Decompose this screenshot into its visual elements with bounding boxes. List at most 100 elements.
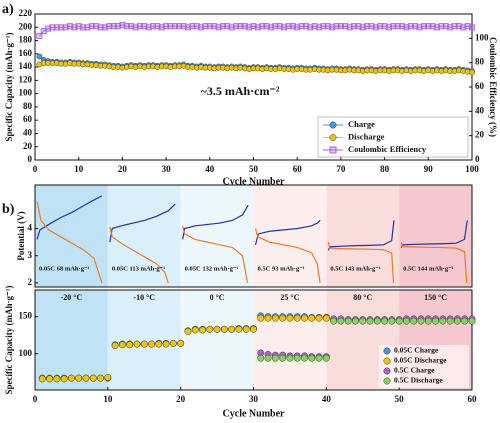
- marker: [211, 23, 218, 30]
- legend-marker: [329, 121, 337, 129]
- marker: [364, 23, 371, 30]
- marker: [285, 23, 292, 30]
- temperature-band: [107, 290, 181, 390]
- y-tick-label: 100: [19, 348, 33, 358]
- marker: [399, 23, 406, 30]
- temperature-label: 25 °C: [280, 293, 299, 302]
- marker: [453, 317, 461, 325]
- marker: [264, 314, 272, 322]
- marker: [425, 23, 432, 30]
- marker: [46, 375, 54, 383]
- marker: [215, 24, 222, 31]
- marker: [351, 23, 358, 30]
- marker: [233, 23, 240, 30]
- marker: [97, 374, 105, 382]
- legend-label: 0.05C Discharge: [394, 356, 447, 365]
- marker: [180, 23, 187, 30]
- temperature-band: [326, 185, 400, 287]
- marker: [315, 354, 323, 362]
- marker: [359, 24, 366, 31]
- marker: [53, 375, 61, 383]
- marker: [89, 374, 97, 382]
- marker: [429, 23, 436, 30]
- marker: [342, 23, 349, 30]
- x-tick-label: 80: [380, 164, 390, 174]
- marker: [162, 340, 170, 348]
- discharge-curve: [400, 241, 468, 283]
- y-axis-title: Potential (V): [16, 211, 26, 260]
- marker: [294, 24, 301, 31]
- marker: [66, 23, 73, 30]
- y2-tick-label: 100: [475, 32, 489, 42]
- marker: [446, 317, 454, 325]
- legend-box: [379, 345, 469, 388]
- marker: [373, 317, 381, 325]
- marker: [237, 23, 244, 30]
- y-tick-label: 120: [19, 74, 33, 84]
- marker: [38, 375, 46, 383]
- x-tick-label: 10: [103, 394, 113, 404]
- legend-marker: [329, 146, 337, 154]
- marker: [71, 24, 78, 31]
- marker: [271, 354, 279, 362]
- y-tick-label: 0: [28, 154, 33, 164]
- y2-tick-label: 0: [475, 154, 480, 164]
- marker: [322, 314, 330, 322]
- marker: [451, 23, 458, 30]
- x-tick-label: 0: [33, 394, 38, 404]
- marker: [126, 341, 134, 349]
- marker: [359, 317, 367, 325]
- marker: [119, 21, 126, 28]
- marker: [84, 24, 91, 31]
- marker: [424, 317, 432, 325]
- temperature-label: -20 °C: [61, 293, 83, 302]
- marker: [372, 24, 379, 31]
- series-line: [39, 24, 473, 37]
- marker: [257, 354, 265, 362]
- marker: [320, 23, 327, 30]
- marker: [412, 23, 419, 30]
- marker: [191, 326, 199, 334]
- x-tick-label: 70: [336, 164, 346, 174]
- x-tick-label: 40: [322, 394, 332, 404]
- marker: [36, 32, 43, 39]
- temperature-band: [35, 185, 108, 287]
- marker: [316, 24, 323, 31]
- legend-label: Charge: [348, 119, 375, 129]
- discharge-curve: [254, 228, 321, 284]
- y-tick-label: 4: [28, 223, 33, 233]
- marker: [246, 24, 253, 31]
- x-tick-label: 50: [249, 164, 259, 174]
- legend-label: 0.5C Charge: [394, 366, 435, 375]
- marker: [271, 314, 279, 322]
- marker: [184, 328, 192, 335]
- marker: [189, 23, 196, 30]
- marker: [461, 317, 469, 325]
- marker: [110, 23, 117, 30]
- marker: [193, 23, 200, 30]
- marker: [337, 317, 345, 325]
- marker: [155, 340, 163, 348]
- marker: [177, 339, 185, 347]
- marker: [289, 23, 296, 30]
- marker: [49, 24, 56, 31]
- marker: [337, 23, 344, 30]
- y-tick-label: 3: [28, 250, 33, 260]
- panel-label: a): [2, 2, 14, 17]
- marker: [272, 23, 279, 30]
- marker: [101, 24, 108, 31]
- temperature-band: [180, 290, 254, 390]
- marker: [62, 24, 69, 31]
- marker: [235, 325, 243, 333]
- y-axis-title: Specific Capacity (mAh·g⁻¹): [4, 286, 14, 395]
- marker: [67, 374, 75, 382]
- marker: [407, 23, 414, 30]
- charge-curve: [400, 220, 468, 248]
- marker: [202, 23, 209, 30]
- marker: [468, 317, 476, 325]
- marker: [352, 317, 359, 325]
- legend-label: 0.05C Charge: [394, 346, 439, 355]
- marker: [123, 23, 130, 30]
- legend-marker: [383, 347, 391, 355]
- x-axis-title: Cycle Number: [223, 176, 285, 187]
